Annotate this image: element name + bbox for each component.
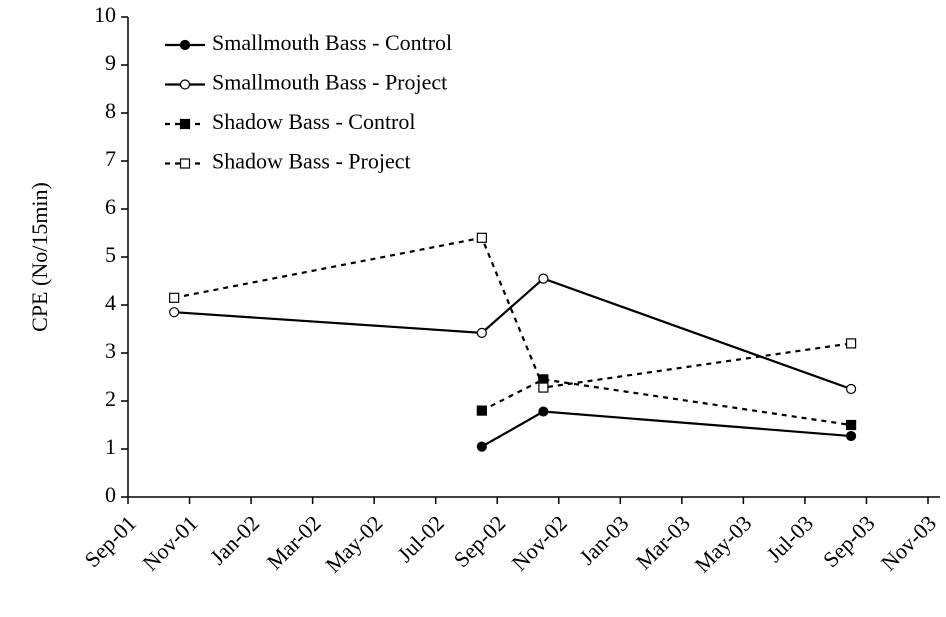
legend-marker — [179, 39, 191, 51]
y-tick-label: 0 — [105, 482, 116, 507]
data-point — [476, 405, 487, 416]
legend-label: Smallmouth Bass - Project — [212, 70, 447, 95]
x-tick-label: Nov-01 — [137, 510, 202, 575]
legend-label: Smallmouth Bass - Control — [212, 30, 452, 55]
x-tick-label: Sep-02 — [449, 510, 511, 572]
data-point — [169, 292, 180, 303]
y-tick-label: 6 — [105, 194, 116, 219]
data-point — [538, 406, 549, 417]
legend-marker — [179, 158, 191, 169]
y-axis-label: CPE (No/15min) — [27, 182, 52, 332]
x-tick-label: Sep-03 — [818, 510, 880, 572]
y-tick-label: 5 — [105, 242, 116, 267]
data-point — [476, 232, 487, 243]
x-tick-label: Nov-03 — [876, 510, 941, 575]
data-point — [476, 441, 487, 452]
x-tick-label: May-02 — [320, 510, 387, 577]
y-tick-label: 4 — [105, 290, 116, 315]
y-tick-label: 3 — [105, 338, 116, 363]
x-tick-label: Sep-01 — [79, 510, 141, 572]
y-tick-label: 9 — [105, 50, 116, 75]
x-tick-label: Jul-02 — [392, 510, 449, 567]
data-point — [845, 338, 857, 349]
y-tick-label: 10 — [94, 2, 116, 27]
series-line — [174, 277, 852, 391]
y-tick-label: 2 — [105, 386, 116, 411]
x-tick-label: Mar-02 — [262, 510, 326, 574]
x-tick-label: Jan-02 — [205, 510, 264, 569]
data-point — [538, 382, 549, 393]
series-line — [173, 236, 852, 389]
x-tick-label: May-03 — [690, 510, 757, 577]
y-tick-label: 8 — [105, 98, 116, 123]
data-point — [845, 430, 857, 442]
data-point — [538, 273, 549, 284]
legend-label: Shadow Bass - Project — [212, 149, 411, 174]
data-point — [476, 327, 487, 338]
data-point — [169, 307, 180, 318]
x-tick-label: Jul-03 — [761, 510, 818, 567]
legend-marker — [179, 79, 191, 90]
series-line — [481, 378, 852, 427]
data-point — [845, 383, 857, 395]
x-tick-label: Mar-03 — [631, 510, 695, 574]
data-point — [845, 419, 857, 431]
y-tick-label: 1 — [105, 434, 116, 459]
legend-marker — [179, 118, 191, 130]
x-tick-label: Jan-03 — [574, 510, 633, 569]
y-tick-label: 7 — [105, 146, 116, 171]
legend-label: Shadow Bass - Control — [212, 109, 416, 134]
x-tick-label: Nov-02 — [507, 510, 572, 575]
